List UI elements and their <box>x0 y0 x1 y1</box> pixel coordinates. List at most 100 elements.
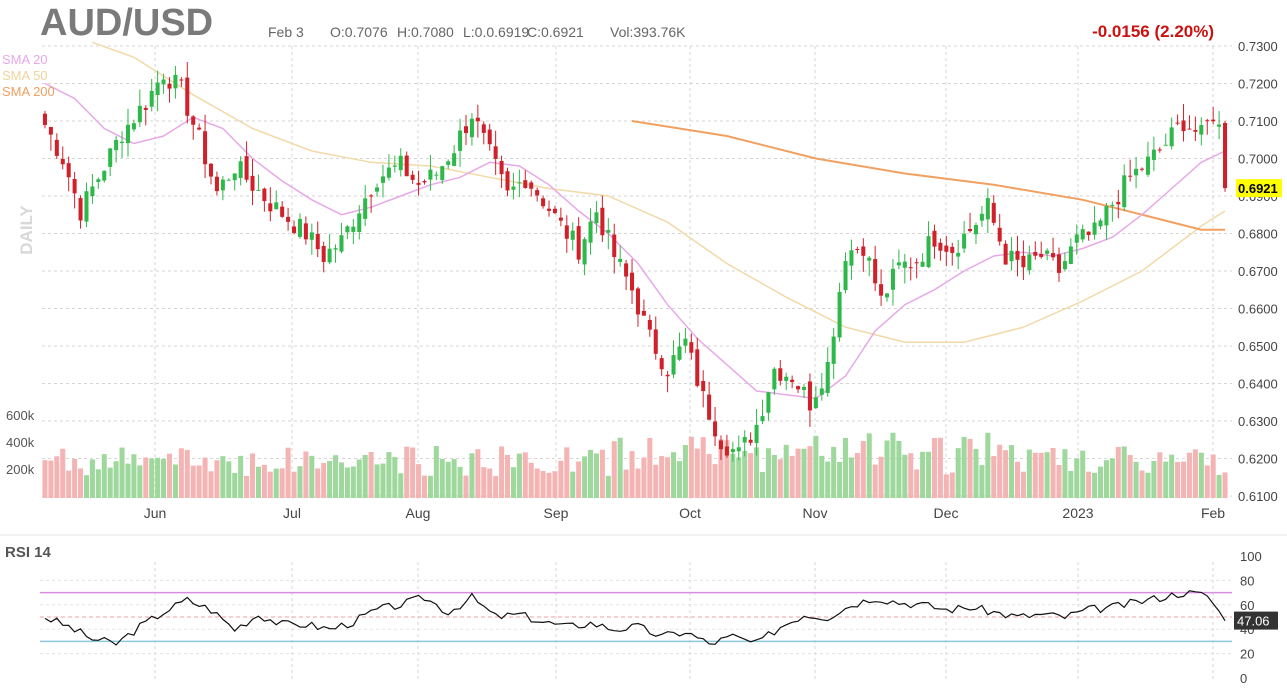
candle-body <box>452 153 457 166</box>
candle-body <box>84 191 89 222</box>
header-low: L:0.0.6919 <box>463 24 529 40</box>
volume-bar <box>611 441 617 498</box>
candle-body <box>274 202 279 210</box>
volume-bar <box>155 457 161 498</box>
month-tick: Oct <box>679 505 701 521</box>
volume-bar <box>327 461 333 498</box>
candle-body <box>404 155 409 177</box>
candle-body <box>1033 251 1038 256</box>
volume-bar <box>1175 461 1181 498</box>
volume-bar <box>1157 452 1163 498</box>
candle-body <box>926 236 931 268</box>
price-tick: 0.6200 <box>1238 452 1278 467</box>
volume-bar <box>1151 461 1157 498</box>
volume-bar <box>546 472 552 498</box>
header-date: Feb 3 <box>268 24 304 40</box>
candle-body <box>748 439 753 443</box>
candle-body <box>991 202 996 223</box>
volume-bar <box>1080 450 1086 498</box>
candle-body <box>214 176 219 192</box>
legend-sma50: SMA 50 <box>2 68 48 83</box>
volume-bar <box>617 437 623 498</box>
volume-bar <box>1086 471 1092 498</box>
volume-bar <box>439 459 445 498</box>
volume-bar <box>688 436 694 498</box>
candle-body <box>1086 231 1091 235</box>
volume-tick-400k: 400k <box>6 435 35 450</box>
grid <box>0 45 1287 682</box>
candle-body <box>914 262 919 264</box>
volume-bar <box>178 448 184 498</box>
volume-bar <box>813 435 819 498</box>
candle-body <box>730 448 735 453</box>
candle-body <box>1056 254 1062 273</box>
candle-body <box>1104 206 1109 226</box>
volume-bar <box>350 466 356 498</box>
candle-body <box>523 180 528 188</box>
candle-body <box>855 249 860 251</box>
volume-bar <box>119 447 125 498</box>
volume-bar <box>208 471 214 498</box>
candle-body <box>902 261 907 268</box>
rsi-tick: 60 <box>1240 598 1254 613</box>
month-tick: Dec <box>934 505 959 521</box>
candle-body <box>173 74 178 89</box>
volume-bar <box>475 449 481 498</box>
candle-body <box>529 182 534 189</box>
volume-bar <box>884 440 890 498</box>
candle-body <box>1051 253 1056 258</box>
candle-body <box>345 226 350 233</box>
volume-bar <box>1133 461 1139 498</box>
last-price-tag <box>1236 179 1282 198</box>
volume-bar <box>1050 447 1056 498</box>
candle-body <box>410 174 415 180</box>
volume-bar <box>220 456 226 498</box>
candle-body <box>1211 119 1216 122</box>
volume-bar <box>754 447 760 498</box>
volume-bars <box>42 432 1228 498</box>
volume-bar <box>831 446 837 498</box>
volume-bar <box>469 453 475 498</box>
volume-bar <box>1216 474 1222 498</box>
candle-body <box>179 79 184 81</box>
volume-bar <box>967 438 973 498</box>
volume-bar <box>427 475 433 498</box>
volume-tick-600k: 600k <box>6 408 35 423</box>
candle-body <box>1223 122 1228 189</box>
candle-body <box>973 225 978 235</box>
candle-body <box>594 212 599 224</box>
candle-body <box>250 175 255 191</box>
volume-bar <box>564 447 570 498</box>
candle-body <box>380 176 385 183</box>
legend-sma200: SMA 200 <box>2 84 55 99</box>
volume-bar <box>143 457 149 498</box>
volume-bar <box>926 451 932 498</box>
candle-body <box>807 381 812 411</box>
candle-body <box>570 230 575 240</box>
candle-body <box>232 173 237 181</box>
candle-body <box>440 166 445 181</box>
volume-bar <box>961 436 967 498</box>
volume-bar <box>516 453 522 498</box>
candle-body <box>1169 127 1174 147</box>
candle-body <box>185 77 190 116</box>
month-tick: Sep <box>544 505 569 521</box>
volume-bar <box>742 450 748 498</box>
volume-bar <box>1109 458 1115 498</box>
candle-body <box>1181 120 1186 132</box>
volume-bar <box>72 458 78 498</box>
price-tick: 0.6300 <box>1238 414 1278 429</box>
candle-body <box>1122 175 1127 208</box>
volume-bar <box>540 470 546 498</box>
volume-bar <box>819 455 825 498</box>
candle-body <box>760 416 765 422</box>
volume-bar <box>576 461 582 498</box>
volume-bar <box>54 456 60 498</box>
candle-body <box>944 245 949 252</box>
volume-bar <box>807 446 813 498</box>
header-volume: Vol:393.76K <box>610 24 686 40</box>
volume-bar <box>1127 454 1133 498</box>
volume-bar <box>95 469 101 498</box>
